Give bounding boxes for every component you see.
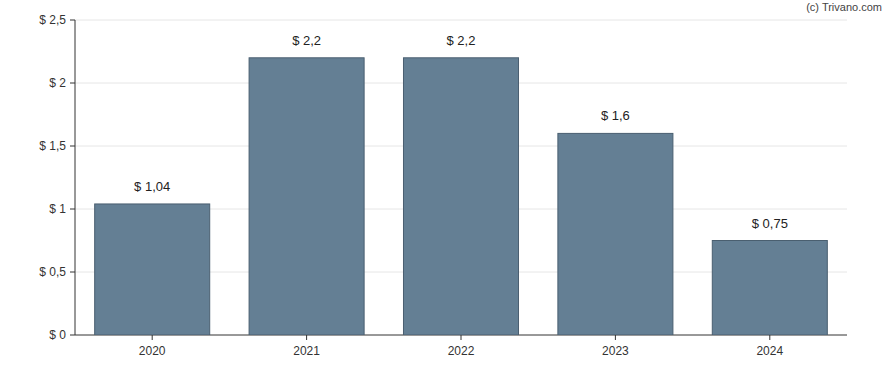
axes: $ 0 $ 0,5 $ 1 $ 1,5 $ 2 $ 2,5 2020 2021 2022 2023… [39,13,847,358]
y-tick-label: $ 2 [49,76,66,90]
data-label: $ 2,2 [447,33,476,48]
bar [558,133,673,335]
y-tick-label: $ 1,5 [39,139,66,153]
data-labels: $ 1,04 $ 2,2 $ 2,2 $ 1,6 $ 0,75 [134,33,788,231]
bars [95,58,828,335]
x-tick-label: 2021 [293,344,320,358]
bar [95,204,210,335]
x-tick [152,335,153,340]
y-tick-label: $ 1 [49,202,66,216]
x-tick-label: 2024 [756,344,783,358]
x-tick-label: 2023 [602,344,629,358]
data-label: $ 1,6 [601,108,630,123]
y-tick [70,146,75,147]
bar [403,58,518,335]
y-axis-line [75,20,76,335]
x-tick [461,335,462,340]
grid-line [75,20,847,21]
bar [249,58,364,335]
y-tick [70,335,75,336]
data-label: $ 2,2 [292,33,321,48]
y-tick-label: $ 0 [49,328,66,342]
x-tick-label: 2020 [139,344,166,358]
bar [712,241,827,336]
x-tick [306,335,307,340]
y-tick-label: $ 2,5 [39,13,66,27]
x-tick-label: 2022 [448,344,475,358]
data-label: $ 0,75 [752,216,788,231]
y-tick [70,83,75,84]
y-tick [70,209,75,210]
y-tick [70,272,75,273]
credit: (c) Trivano.com [806,1,882,13]
x-tick [615,335,616,340]
x-tick [769,335,770,340]
y-tick-label: $ 0,5 [39,265,66,279]
data-label: $ 1,04 [134,179,170,194]
chart: $ 0 $ 0,5 $ 1 $ 1,5 $ 2 $ 2,5 2020 2021 2022 2023… [0,0,888,370]
y-tick [70,20,75,21]
